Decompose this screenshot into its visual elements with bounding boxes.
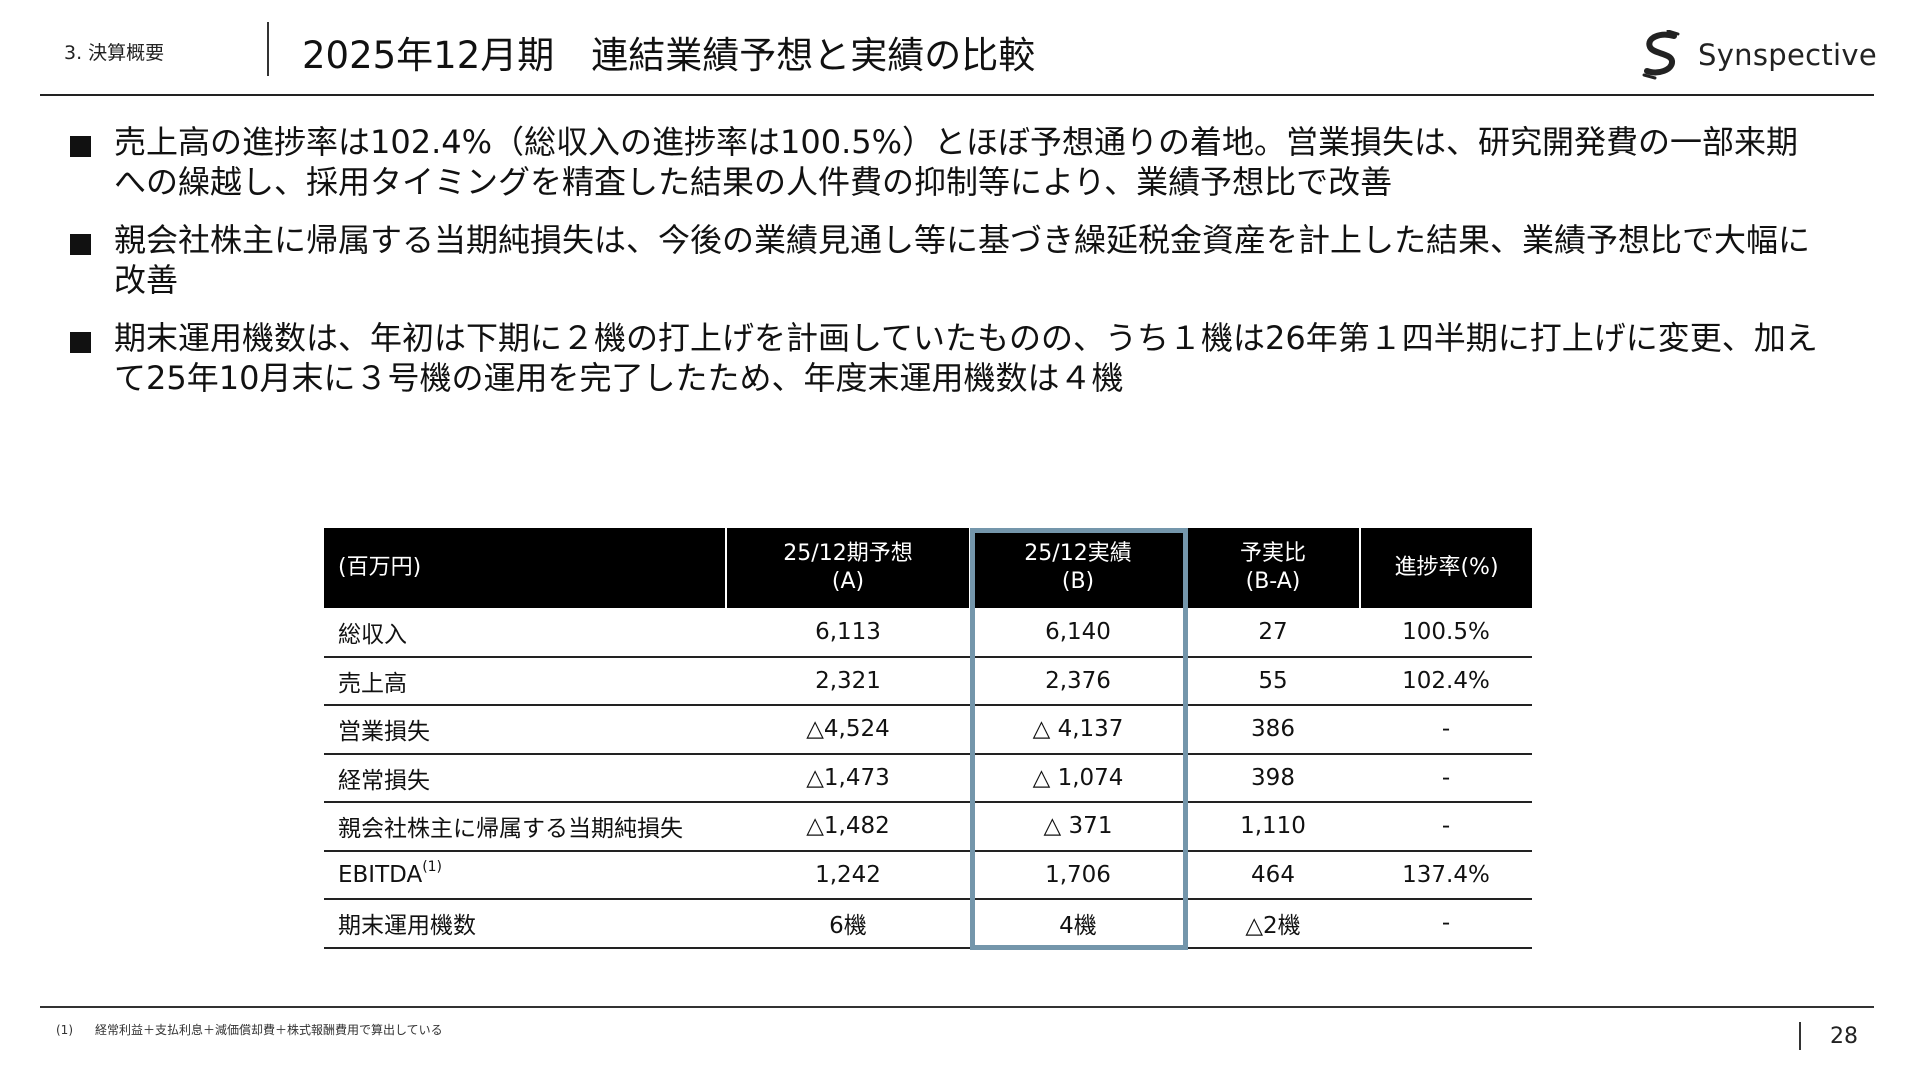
header-progress: 進捗率(%) [1360, 528, 1532, 608]
bullet-item: 親会社株主に帰属する当期純損失は、今後の業績見通し等に基づき繰延税金資産を計上し… [70, 220, 1830, 300]
progress-cell: 100.5% [1360, 608, 1532, 658]
table-row: 総収入 6,113 6,140 27 100.5% [324, 608, 1532, 658]
forecast-cell: △1,482 [726, 802, 970, 852]
forecast-cell: 6,113 [726, 608, 970, 658]
footnote-marker: (1) [422, 858, 443, 875]
bullet-list: 売上高の進捗率は102.4%（総収入の進捗率は100.5%）とほぼ予想通りの着地… [70, 122, 1830, 416]
forecast-cell: △1,473 [726, 753, 970, 803]
actual-cell: 1,706 [970, 850, 1186, 900]
bullet-item: 売上高の進捗率は102.4%（総収入の進捗率は100.5%）とほぼ予想通りの着地… [70, 122, 1830, 202]
bullet-square-icon [70, 332, 91, 353]
actual-cell: 6,140 [970, 608, 1186, 658]
table-row: 営業損失 △4,524 △ 4,137 386 - [324, 705, 1532, 755]
row-label: 総収入 [324, 608, 726, 658]
table-row: 期末運用機数 6機 4機 △2機 - [324, 899, 1532, 949]
logo-wordmark: Synspective [1698, 38, 1877, 72]
bullet-text: 親会社株主に帰属する当期純損失は、今後の業績見通し等に基づき繰延税金資産を計上し… [114, 221, 1811, 299]
progress-cell: - [1360, 705, 1532, 755]
title-divider [267, 22, 269, 76]
footnote-number: (1) [56, 1023, 73, 1037]
bullet-square-icon [70, 136, 91, 157]
header-unit: (百万円) [324, 528, 727, 608]
progress-cell: 137.4% [1360, 850, 1532, 900]
diff-cell: 398 [1186, 753, 1360, 803]
company-logo: Synspective [1638, 30, 1877, 80]
progress-cell: 102.4% [1360, 656, 1532, 706]
progress-cell: - [1360, 753, 1532, 803]
table-row: 経常損失 △1,473 △ 1,074 398 - [324, 753, 1532, 803]
footnote: (1) 経常利益＋支払利息＋減価償却費＋株式報酬費用で算出している [56, 1021, 443, 1038]
diff-cell: 386 [1186, 705, 1360, 755]
table-row: EBITDA(1) 1,242 1,706 464 137.4% [324, 850, 1532, 900]
header-rule [40, 94, 1874, 96]
actual-cell: △ 371 [970, 802, 1186, 852]
bullet-square-icon [70, 234, 91, 255]
row-label: EBITDA(1) [324, 850, 726, 900]
footnote-text: 経常利益＋支払利息＋減価償却費＋株式報酬費用で算出している [95, 1023, 443, 1037]
header-actual: 25/12実績 (B) [970, 528, 1187, 608]
bullet-item: 期末運用機数は、年初は下期に２機の打上げを計画していたものの、うち１機は26年第… [70, 318, 1830, 398]
table-header-row: (百万円) 25/12期予想 (A) 25/12実績 (B) 予実比 (B-A) 進捗… [324, 528, 1532, 608]
row-label: 営業損失 [324, 705, 726, 755]
diff-cell: 55 [1186, 656, 1360, 706]
row-label: 期末運用機数 [324, 899, 726, 949]
header-difference: 予実比 (B-A) [1186, 528, 1361, 608]
page-number-divider [1799, 1022, 1801, 1050]
row-label: 親会社株主に帰属する当期純損失 [324, 802, 726, 852]
row-label-text: EBITDA [338, 861, 423, 888]
forecast-cell: 6機 [726, 899, 970, 949]
bullet-text: 期末運用機数は、年初は下期に２機の打上げを計画していたものの、うち１機は26年第… [114, 319, 1818, 397]
page-title: 2025年12月期 連結業績予想と実績の比較 [302, 34, 1036, 77]
forecast-cell: △4,524 [726, 705, 970, 755]
header-forecast: 25/12期予想 (A) [726, 528, 971, 608]
row-label: 売上高 [324, 656, 726, 706]
footer-rule [40, 1006, 1874, 1008]
diff-cell: 464 [1186, 850, 1360, 900]
actual-cell: △ 1,074 [970, 753, 1186, 803]
forecast-cell: 1,242 [726, 850, 970, 900]
results-table: (百万円) 25/12期予想 (A) 25/12実績 (B) 予実比 (B-A) 進捗… [324, 528, 1532, 949]
diff-cell: 1,110 [1186, 802, 1360, 852]
diff-cell: 27 [1186, 608, 1360, 658]
actual-cell: 2,376 [970, 656, 1186, 706]
actual-cell: 4機 [970, 899, 1186, 949]
bullet-text: 売上高の進捗率は102.4%（総収入の進捗率は100.5%）とほぼ予想通りの着地… [114, 123, 1799, 201]
actual-cell: △ 4,137 [970, 705, 1186, 755]
progress-cell: - [1360, 802, 1532, 852]
row-label: 経常損失 [324, 753, 726, 803]
page-number: 28 [1830, 1024, 1858, 1049]
progress-cell: - [1360, 899, 1532, 949]
section-label: 3. 決算概要 [64, 42, 165, 64]
table-row: 親会社株主に帰属する当期純損失 △1,482 △ 371 1,110 - [324, 802, 1532, 852]
forecast-cell: 2,321 [726, 656, 970, 706]
diff-cell: △2機 [1186, 899, 1360, 949]
table-row: 売上高 2,321 2,376 55 102.4% [324, 656, 1532, 706]
synspective-logo-icon [1642, 30, 1680, 80]
